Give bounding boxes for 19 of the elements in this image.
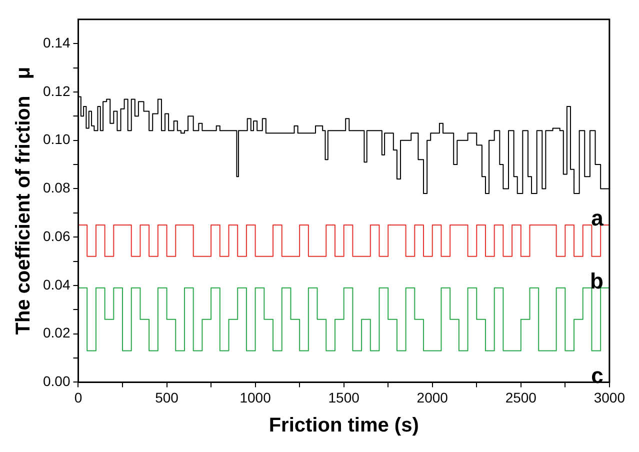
y-axis-title: The coefficient of friction μ bbox=[12, 66, 35, 335]
x-axis-title: Friction time (s) bbox=[268, 414, 419, 437]
series-label: b bbox=[590, 268, 604, 294]
x-tick-label: 1000 bbox=[240, 389, 272, 406]
x-tick-label: 0 bbox=[74, 389, 82, 406]
x-tick-label: 500 bbox=[155, 389, 179, 406]
y-tick-label: 0.14 bbox=[43, 34, 70, 50]
y-tick-label: 0.12 bbox=[43, 82, 70, 99]
y-tick-label: 0.00 bbox=[43, 373, 70, 390]
y-tick-label: 0.02 bbox=[43, 324, 70, 341]
x-tick-label: 2500 bbox=[505, 389, 537, 406]
x-tick-label: 2000 bbox=[416, 389, 448, 406]
x-tick-label: 3000 bbox=[594, 389, 626, 406]
y-tick-label: 0.06 bbox=[43, 228, 70, 244]
y-tick-label: 0.04 bbox=[43, 276, 70, 292]
y-tick-label: 0.10 bbox=[43, 131, 70, 148]
y-tick-label: 0.08 bbox=[43, 180, 70, 196]
x-tick-label: 1500 bbox=[328, 389, 360, 406]
series-label: a bbox=[591, 206, 604, 231]
